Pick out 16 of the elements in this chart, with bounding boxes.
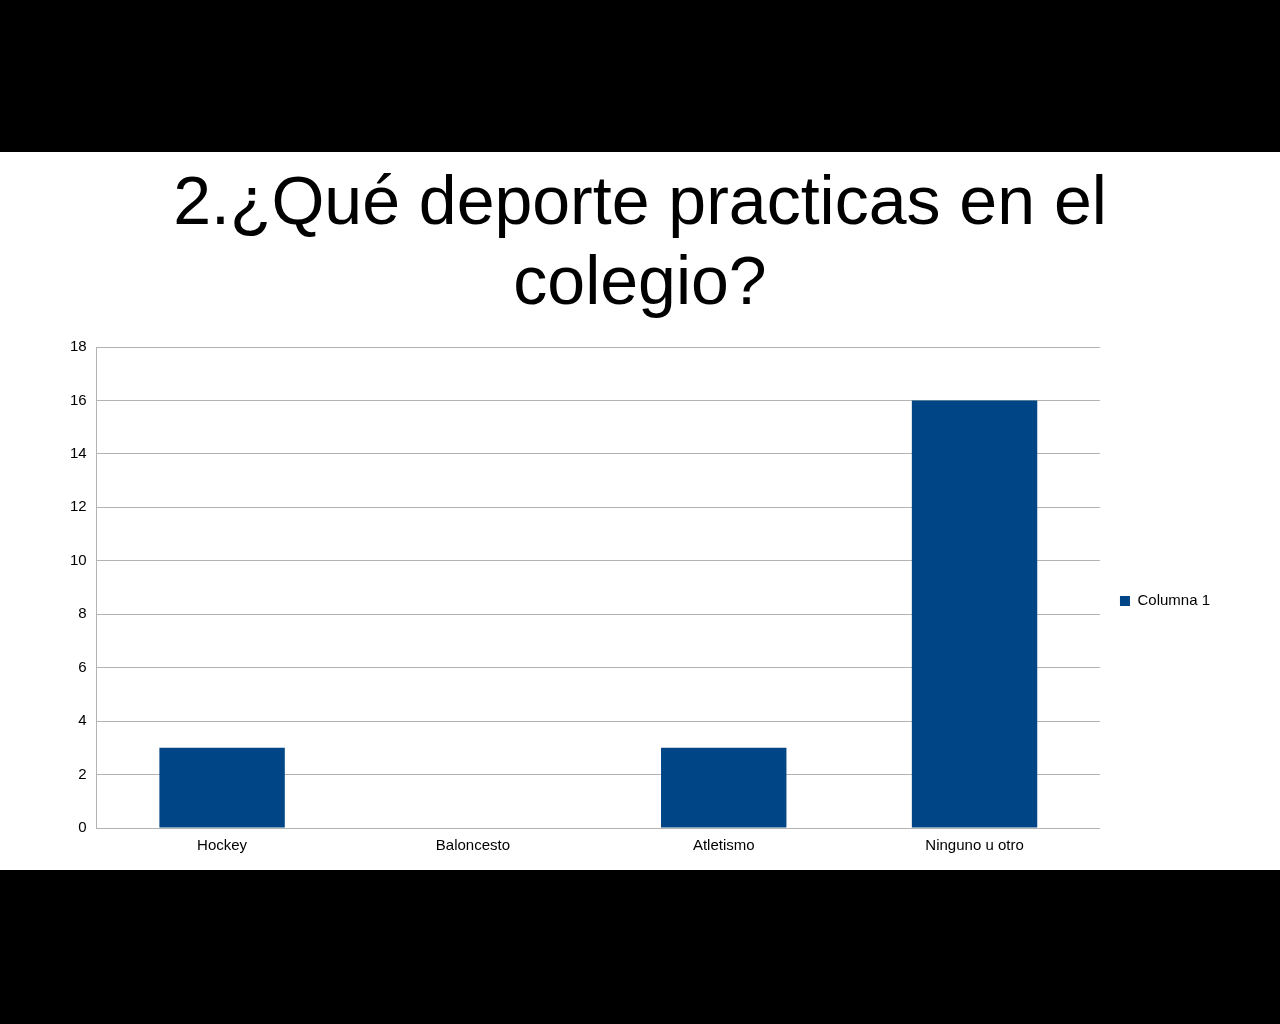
x-tick-label: Hockey	[197, 836, 248, 854]
y-tick-label: 14	[70, 444, 87, 462]
x-tick-label: Baloncesto	[435, 836, 511, 854]
chart-title: 2.¿Qué deporte practicas en el colegio?	[172, 161, 1108, 320]
y-tick-label: 18	[70, 337, 87, 355]
y-tick-label: 2	[78, 764, 87, 782]
y-tick-label: 4	[78, 711, 87, 729]
x-tick-label: Ninguno u otro	[925, 836, 1024, 854]
y-tick-label: 8	[78, 604, 87, 622]
y-tick-label: 6	[78, 657, 87, 675]
y-tick-label: 10	[70, 550, 87, 568]
legend-label: Columna 1	[1137, 591, 1211, 609]
y-tick-label: 12	[70, 497, 87, 515]
y-tick-label: 0	[78, 818, 87, 836]
x-tick-label: Atletismo	[692, 836, 755, 854]
y-tick-label: 16	[70, 390, 87, 408]
